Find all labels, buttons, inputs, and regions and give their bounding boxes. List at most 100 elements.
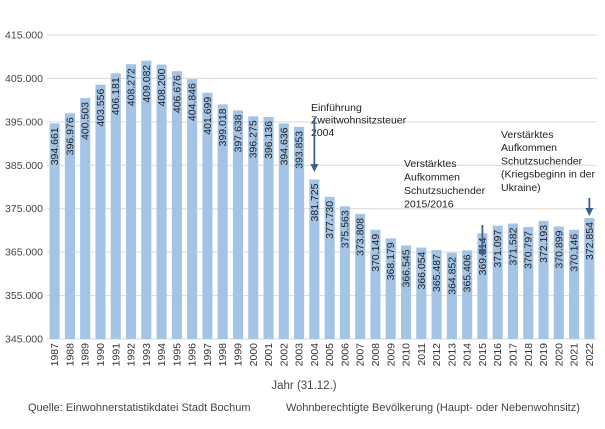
x-tick-label: 1991 [110,343,122,367]
bar [355,213,366,339]
bar [110,73,121,340]
x-tick-label: 2000 [248,343,260,367]
bar [125,64,137,339]
x-tick-label: 2001 [263,343,275,367]
x-tick-label: 1988 [64,343,76,367]
x-axis-ticks: 1987 1988 1989 1990 1991 1992 1993 1994 1995 1996… [49,343,596,367]
bar-value-label: 373.808 [355,218,367,256]
bar-value-label: 370.899 [553,230,565,268]
bar [370,229,381,339]
x-tick-label: 2008 [370,343,382,367]
bar [95,84,106,340]
bar-value-label: 394.661 [49,127,61,165]
bar-value-label: 366.054 [416,251,428,289]
bar-value-label: 396.136 [263,121,275,159]
bar-value-label: 377.730 [324,201,336,239]
y-axis-ticks: 345.000 355.000 365.000 375.000 385.000 395.0… [5,30,43,346]
bar [462,250,473,339]
bar-value-label: 406.676 [171,75,183,113]
x-tick-label: 2006 [339,343,351,367]
bar [156,64,167,339]
x-tick-label: 2011 [416,343,428,366]
bar [339,206,350,339]
x-tick-label: 2021 [569,343,581,367]
bar [477,233,488,339]
bar-value-label: 375.563 [339,210,351,248]
x-axis-title: Jahr (31.12.) [271,380,336,392]
bar-value-label: 408.272 [126,68,138,106]
bar [49,123,60,339]
bar-value-label: 403.556 [95,89,107,127]
bar [64,113,75,339]
y-tick-label: 345.000 [5,334,43,346]
bar-value-label: 366.545 [401,249,413,287]
bar-value-label: 393.853 [294,131,306,169]
bar-value-label: 399.018 [217,108,229,146]
population-note: Wohnberechtigte Bevölkerung (Haupt- oder… [286,402,580,414]
bar [278,123,289,339]
annotation-text: Verstärktes Aufkommen Schutzsuchender (Krie… [501,129,595,194]
bar [446,252,457,339]
annotation-arrow-head [478,249,487,257]
bar [569,229,580,339]
bars [49,60,595,340]
bar-value-label: 400.503 [80,102,92,140]
bar [553,226,564,339]
bar-value-label: 406.181 [110,77,122,115]
bar [80,97,91,339]
bar [431,250,442,339]
bar-value-label: 370.149 [370,234,382,272]
gridlines [47,34,597,340]
x-tick-label: 1996 [187,343,199,367]
annotation-arrow-head [310,164,319,172]
x-tick-label: 2018 [523,343,535,367]
x-tick-label: 1992 [126,343,138,367]
bar-value-label: 370.146 [569,234,581,272]
bar-value-label: 409.082 [141,65,153,103]
y-tick-label: 365.000 [5,247,43,259]
bar [217,104,228,340]
x-tick-label: 2010 [401,343,413,367]
bar [263,116,274,339]
x-tick-label: 1993 [141,343,153,367]
bar [416,247,427,339]
x-tick-label: 1997 [202,343,214,367]
x-tick-label: 2013 [446,343,458,367]
x-tick-label: 2019 [538,343,550,367]
x-tick-label: 2003 [294,343,306,367]
bar-value-label: 364.852 [446,257,458,295]
bar [171,71,182,340]
x-tick-label: 2015 [477,343,489,367]
bar [309,179,320,339]
annotation-arrow-head [585,208,594,216]
bar [523,226,534,339]
x-tick-label: 2022 [584,343,596,367]
bar-value-label: 372.854 [584,222,596,260]
bar-value-labels: 394.661 396.976 400.503 403.556 406.181 408.2… [49,65,596,295]
y-tick-label: 415.000 [5,30,43,42]
bar-value-label: 365.487 [431,254,443,292]
y-tick-label: 355.000 [5,290,43,302]
bar [385,238,396,339]
bar-value-label: 408.200 [156,68,168,106]
x-tick-label: 2014 [462,343,474,367]
x-tick-label: 2007 [355,343,367,367]
source-note: Quelle: Einwohnerstatistikdatei Stadt Bo… [28,402,251,414]
bar-value-label: 372.193 [538,225,550,263]
bar [232,110,244,339]
y-tick-label: 405.000 [5,73,43,85]
bar [202,92,213,339]
x-tick-label: 2009 [385,343,397,367]
x-tick-label: 1994 [156,343,168,367]
bar [141,60,152,340]
x-tick-label: 2002 [278,343,290,367]
annotations: Einführung Zweitwohnsitzsteuer 2004 Verstär… [310,102,595,257]
bar-value-label: 371.582 [507,227,519,265]
bar [400,245,412,339]
x-tick-label: 2012 [431,343,443,367]
bar-value-label: 381.725 [309,183,321,221]
bar [584,218,595,339]
bar [324,196,335,339]
x-tick-label: 1987 [49,343,61,367]
